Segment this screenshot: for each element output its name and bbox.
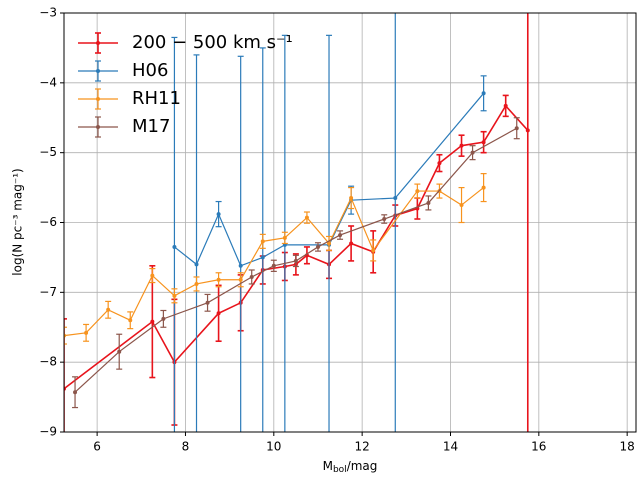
x-tick-label: 16 xyxy=(531,440,546,454)
point xyxy=(172,293,177,298)
point xyxy=(525,128,530,133)
point xyxy=(382,217,387,222)
point xyxy=(249,274,254,279)
point xyxy=(349,196,354,201)
point xyxy=(481,140,486,145)
point xyxy=(260,239,265,244)
legend-marker xyxy=(96,125,100,129)
point xyxy=(73,390,78,395)
point xyxy=(393,196,398,201)
point xyxy=(271,263,276,268)
point xyxy=(481,185,486,190)
point xyxy=(470,150,475,155)
point xyxy=(371,248,376,253)
y-tick-label: −6 xyxy=(39,215,57,229)
point xyxy=(327,241,332,246)
x-label-rest: /mag xyxy=(347,459,378,473)
y-tick-label: −4 xyxy=(39,75,57,89)
point xyxy=(194,262,199,267)
legend-label: M17 xyxy=(132,116,170,137)
y-tick-label: −3 xyxy=(39,6,57,20)
point xyxy=(426,200,431,205)
point xyxy=(238,263,243,268)
y-tick-label: −7 xyxy=(39,285,57,299)
point xyxy=(260,255,265,260)
point xyxy=(238,277,243,282)
legend-label: H06 xyxy=(132,60,168,81)
y-tick-label: −9 xyxy=(39,425,57,439)
point xyxy=(106,307,111,312)
point xyxy=(315,244,320,249)
x-label-sub: bol xyxy=(333,465,347,475)
legend-label: 200 − 500 km s⁻¹ xyxy=(132,32,293,53)
point xyxy=(194,281,199,286)
point xyxy=(205,300,210,305)
point xyxy=(503,103,508,108)
point xyxy=(349,241,354,246)
series xyxy=(64,173,487,345)
x-tick-label: 8 xyxy=(182,440,190,454)
point xyxy=(437,161,442,166)
point xyxy=(128,318,133,323)
legend-marker xyxy=(96,97,100,101)
point xyxy=(304,215,309,220)
y-tick-label: −5 xyxy=(39,145,57,159)
point xyxy=(282,235,287,240)
x-tick-label: 14 xyxy=(443,440,458,454)
point xyxy=(293,258,298,263)
point xyxy=(459,143,464,148)
point xyxy=(216,277,221,282)
legend-marker xyxy=(96,41,100,45)
plot-area xyxy=(64,13,530,432)
point xyxy=(338,233,343,238)
point xyxy=(415,189,420,194)
point xyxy=(84,330,89,335)
point xyxy=(172,244,177,249)
y-axis-label: log(N pc⁻³ mag⁻¹) xyxy=(11,168,25,275)
plot-frame xyxy=(63,12,637,433)
point xyxy=(150,273,155,278)
point xyxy=(216,212,221,217)
x-tick-label: 12 xyxy=(355,440,370,454)
point xyxy=(459,203,464,208)
point xyxy=(161,316,166,321)
y-tick-label: −8 xyxy=(39,355,57,369)
point xyxy=(117,349,122,354)
legend-label: RH11 xyxy=(132,88,181,109)
point xyxy=(150,319,155,324)
x-tick-label: 6 xyxy=(93,440,101,454)
point xyxy=(514,126,519,131)
x-label-main: M xyxy=(323,459,333,473)
series-line xyxy=(174,92,485,267)
legend-marker xyxy=(96,69,100,73)
point xyxy=(481,91,486,96)
x-tick-label: 18 xyxy=(620,440,635,454)
point xyxy=(216,311,221,316)
series xyxy=(72,117,520,409)
x-tick-label: 10 xyxy=(266,440,281,454)
x-axis-label: Mbol/mag xyxy=(323,459,378,475)
